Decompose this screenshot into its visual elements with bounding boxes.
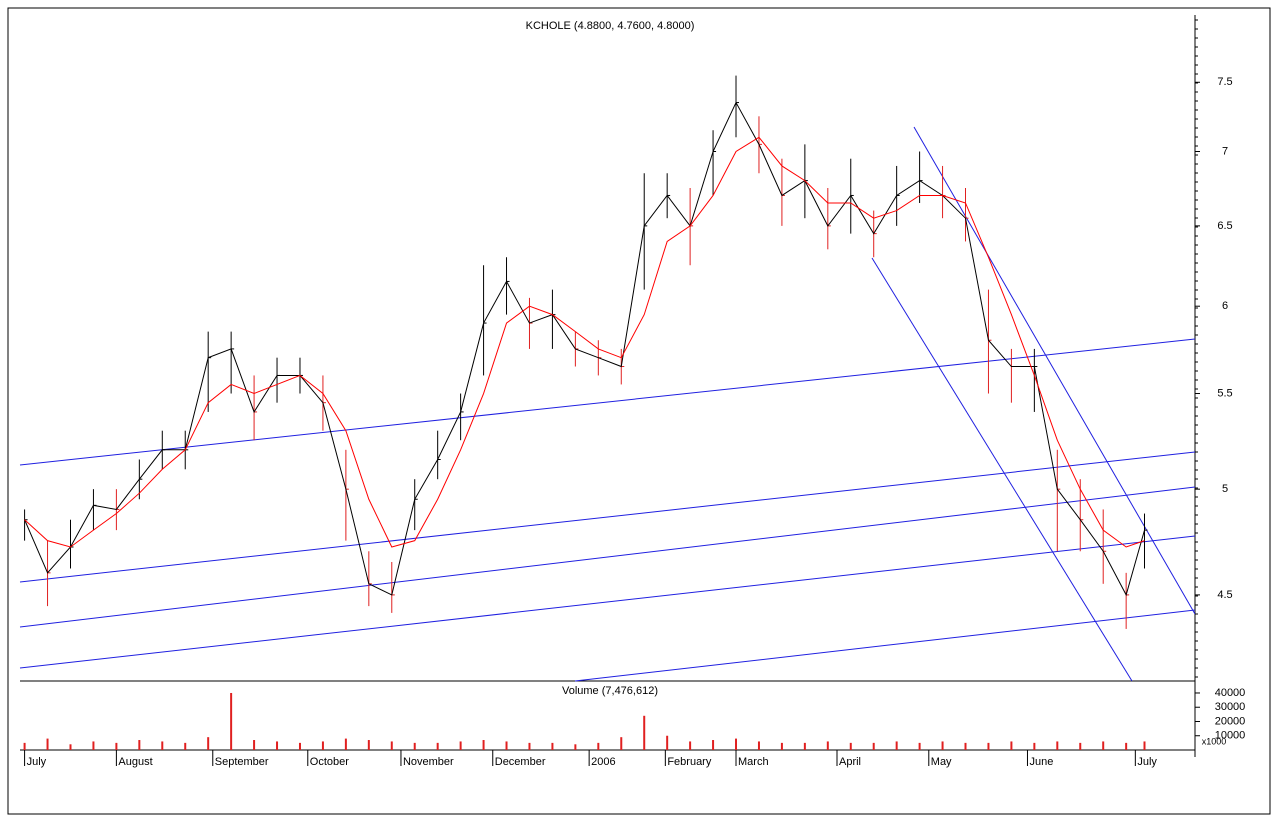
x-tick-label: July (1137, 756, 1157, 768)
trendline (19, 338, 1196, 466)
y-tick-label: 7 (1222, 145, 1228, 157)
volume-tick-label: 10000 (1215, 730, 1246, 742)
trendline (19, 535, 1196, 669)
volume-unit: x1000 (1202, 736, 1227, 746)
moving-average (24, 136, 1145, 548)
x-tick-label: February (667, 756, 712, 768)
x-tick-label: July (27, 756, 47, 768)
volume-tick-label: 30000 (1215, 701, 1246, 713)
volume-tick-label: 40000 (1215, 687, 1246, 699)
x-tick-label: 2006 (591, 756, 615, 768)
x-tick-label: November (403, 756, 454, 768)
trendline (574, 609, 1196, 682)
volume-title: Volume (7,476,612) (562, 685, 658, 697)
x-tick-label: October (310, 756, 349, 768)
y-tick-label: 7.5 (1217, 76, 1232, 88)
chart-title: KCHOLE (4.8800, 4.7600, 4.8000) (526, 20, 695, 32)
trendlines (19, 126, 1196, 682)
x-tick-label: December (495, 756, 546, 768)
x-tick-label: June (1029, 756, 1053, 768)
y-tick-label: 5 (1222, 483, 1228, 495)
trendline (19, 486, 1196, 628)
trendline (19, 451, 1196, 583)
x-tick-label: August (118, 756, 152, 768)
x-tick-label: April (839, 756, 861, 768)
y-tick-label: 5.5 (1217, 387, 1232, 399)
y-tick-label: 6.5 (1217, 220, 1232, 232)
x-tick-label: March (738, 756, 769, 768)
y-tick-label: 6 (1222, 300, 1228, 312)
trendline (871, 257, 1133, 682)
frame (7, 7, 1271, 815)
close-line (24, 101, 1145, 597)
x-tick-label: May (931, 756, 952, 768)
volume-tick-label: 20000 (1215, 715, 1246, 727)
x-tick-label: September (215, 756, 269, 768)
y-tick-label: 4.5 (1217, 589, 1232, 601)
trendline (913, 126, 1196, 615)
